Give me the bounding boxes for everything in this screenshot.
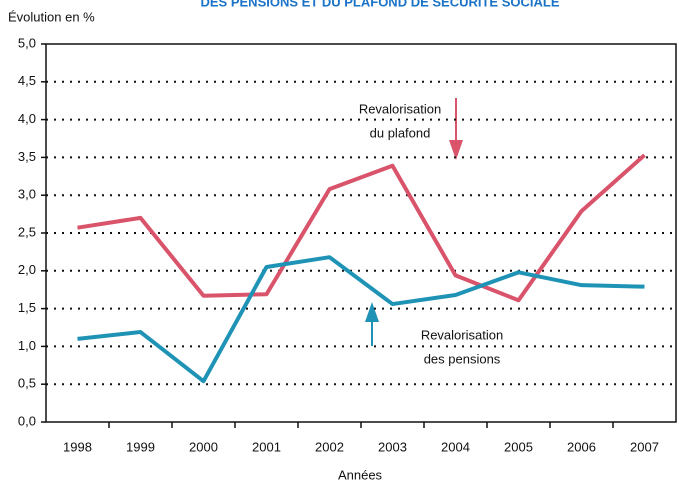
x-tick-label: 1998 xyxy=(63,439,92,454)
annotation: Revalorisation xyxy=(359,101,441,116)
y-tick-label: 2,0 xyxy=(18,262,36,277)
x-tick-label: 2005 xyxy=(504,439,533,454)
x-tick-label: 2004 xyxy=(441,439,470,454)
data-line xyxy=(77,255,645,384)
y-tick-label: 4,0 xyxy=(18,111,36,126)
x-tick-label: 2003 xyxy=(378,439,407,454)
y-tick-label: 0,5 xyxy=(18,376,36,391)
y-axis-label: Évolution en % xyxy=(8,9,95,24)
x-tick-label: 2006 xyxy=(567,439,596,454)
y-tick-label: 4,5 xyxy=(18,73,36,88)
y-tick-label: 1,5 xyxy=(18,300,36,315)
y-tick-label: 1,0 xyxy=(18,338,36,353)
data-line xyxy=(77,153,646,303)
x-axis-label: Années xyxy=(338,467,383,482)
annotation: du plafond xyxy=(370,125,431,140)
annotation: des pensions xyxy=(424,351,501,366)
y-tick-label: 0,0 xyxy=(18,413,36,428)
arrow xyxy=(365,302,379,346)
y-tick-label: 3,0 xyxy=(18,187,36,202)
x-tick-label: 2001 xyxy=(252,439,281,454)
x-tick-label: 2000 xyxy=(189,439,218,454)
x-tick-label: 1999 xyxy=(126,439,155,454)
chart-title: DES PENSIONS ET DU PLAFOND DE SÉCURITÉ S… xyxy=(201,0,560,9)
y-tick-label: 2,5 xyxy=(18,224,36,239)
annotation: Revalorisation xyxy=(421,327,503,342)
x-tick-label: 2007 xyxy=(630,439,659,454)
y-tick-label: 5,0 xyxy=(18,35,36,50)
arrow xyxy=(449,98,463,160)
y-tick-label: 3,5 xyxy=(18,149,36,164)
x-tick-label: 2002 xyxy=(315,439,344,454)
